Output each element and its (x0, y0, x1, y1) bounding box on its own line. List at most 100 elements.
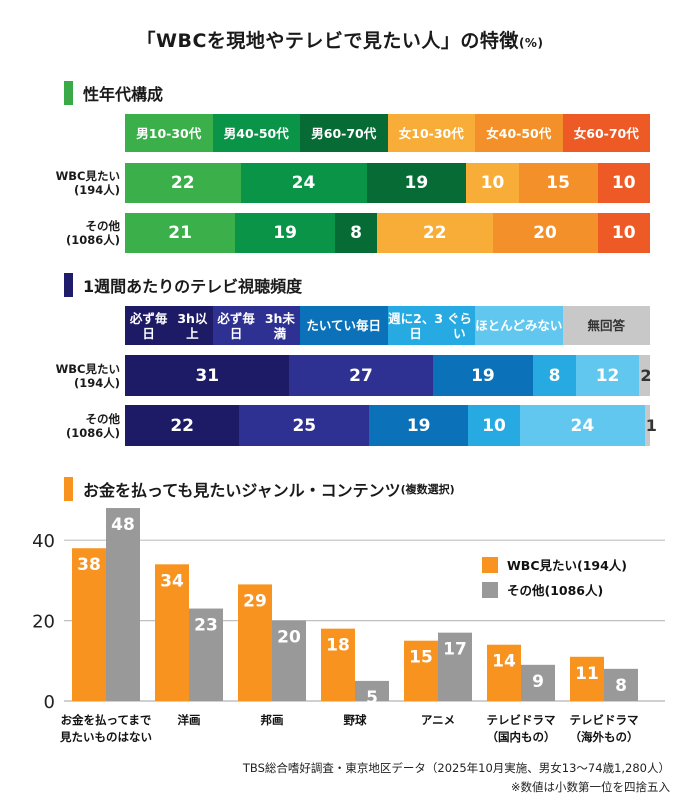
footer-note: ※数値は小数第一位を四捨五入 (510, 780, 670, 794)
footer-source: TBS総合嗜好調査・東京地区データ（2025年10月実施、男女13〜74歳1,2… (242, 761, 670, 775)
bar-segment: 8 (335, 213, 377, 253)
bar-segment: 19 (235, 213, 335, 253)
y-tick-label: 0 (44, 692, 55, 713)
x-tick-label: テレビドラマ (570, 713, 639, 727)
title-unit: (%) (518, 36, 544, 50)
section-title: 性年代構成 (83, 85, 164, 104)
legend-label: その他(1086人) (507, 583, 603, 598)
bar-segment: 27 (289, 355, 433, 396)
legend-label: 男40-50代 (223, 125, 289, 141)
x-tick-label: （国内もの） (487, 730, 556, 744)
data-label: 25 (292, 415, 317, 436)
bar-segment: 19 (369, 405, 469, 446)
data-label: 22 (422, 223, 447, 243)
legend-label: ぐらい (446, 310, 472, 341)
bar (438, 632, 472, 701)
page-title: 「WBCを現地やテレビで見たい人」の特徴(%) (0, 26, 680, 53)
row-label: その他 (1086人) (30, 412, 120, 440)
data-label: 14 (492, 652, 516, 672)
legend-label: 無回答 (587, 318, 625, 333)
legend-label: 男10-30代 (136, 125, 202, 141)
section-title-note: (複数選択) (400, 483, 455, 496)
bar-segment: 10 (468, 405, 520, 446)
data-label: 10 (482, 415, 506, 436)
legend-item: 男10-30代 (125, 114, 213, 152)
row-label: WBC見たい (194人) (30, 362, 120, 390)
section-marker (64, 273, 73, 297)
bar-segment: 10 (466, 163, 519, 203)
data-label: 18 (326, 636, 350, 656)
bar-segment: 2 (639, 355, 652, 396)
bar-segment: 8 (533, 355, 576, 396)
bar-segment: 15 (518, 163, 598, 203)
data-label: 15 (409, 648, 433, 668)
data-label: 11 (575, 664, 599, 684)
bar-segment: 22 (377, 213, 493, 253)
demographics-legend: 男10-30代 男40-50代 男60-70代 女10-30代 女40-50代 女60-7… (125, 114, 650, 152)
x-tick-label: 見たいものはない (59, 730, 152, 744)
data-label: 2 (640, 366, 652, 385)
bar-segment: 25 (239, 405, 370, 446)
stacked-bar: 22 24 19 10 15 10 (125, 163, 650, 203)
data-label: 23 (194, 616, 218, 636)
section-title: 1週間あたりのテレビ視聴頻度 (83, 277, 303, 296)
data-label: 19 (273, 223, 297, 243)
data-label: 5 (366, 688, 378, 708)
data-label: 19 (404, 173, 429, 193)
legend-label: 3h以上 (177, 310, 208, 341)
row-label-line: (1086人) (65, 425, 120, 440)
data-label: 24 (570, 415, 595, 436)
row-label-line: WBC見たい (55, 361, 120, 376)
bar-segment: 21 (125, 213, 236, 253)
title-text: 「WBCを現地やテレビで見たい人」の特徴 (136, 30, 519, 52)
legend-label: 必ず毎日 (217, 310, 255, 341)
data-label: 31 (195, 365, 220, 386)
bar-segment: 1 (644, 405, 657, 446)
row-label: その他 (1086人) (30, 219, 120, 247)
legend-item: 男40-50代 (212, 114, 300, 152)
bar-segment: 20 (492, 213, 598, 253)
x-tick-label: アニメ (421, 713, 455, 727)
legend-label: WBC見たい(194人) (507, 558, 627, 573)
data-label: 38 (77, 555, 101, 575)
row-label-line: (194人) (73, 375, 120, 390)
row-label: WBC見たい (194人) (30, 169, 120, 197)
y-tick-label: 20 (32, 612, 55, 633)
legend-label: 男60-70代 (311, 125, 377, 141)
bar-segment: 24 (520, 405, 645, 446)
stacked-bar: 21 19 8 22 20 10 (125, 213, 650, 253)
section-marker (64, 81, 73, 105)
data-label: 19 (471, 365, 495, 386)
section-title: お金を払っても見たいジャンル・コンテンツ (83, 481, 401, 500)
legend-swatch (482, 582, 498, 598)
legend-item: たいてい毎日 (300, 306, 388, 345)
bar-segment: 10 (597, 163, 650, 203)
legend-label: 女40-50代 (486, 125, 552, 141)
section-tv-frequency-header: 1週間あたりのテレビ視聴頻度 (64, 273, 302, 297)
data-label: 48 (111, 515, 135, 535)
legend-label: 週に2、3日 (388, 310, 444, 341)
bar (189, 608, 223, 701)
legend-item: 必ず毎日 3h未満 (212, 306, 300, 345)
bar-segment: 22 (125, 405, 240, 446)
legend-item: 男60-70代 (300, 114, 388, 152)
bar (604, 668, 638, 701)
data-label: 9 (532, 672, 544, 692)
x-tick-label: 野球 (344, 713, 367, 727)
data-label: 10 (480, 173, 505, 193)
data-label: 19 (406, 415, 431, 436)
bar-segment: 19 (366, 163, 467, 203)
row-label-line: (194人) (73, 183, 120, 197)
data-label: 10 (611, 223, 636, 243)
x-tick-label: テレビドラマ (487, 713, 556, 727)
legend-item: 必ず毎日 3h以上 (125, 306, 213, 345)
row-label-line: WBC見たい (55, 169, 120, 183)
bar-segment: 19 (432, 355, 534, 396)
bar-segment: 22 (125, 163, 241, 203)
data-label: 1 (645, 416, 657, 435)
legend-label: 女10-30代 (398, 125, 464, 141)
x-tick-label: 洋画 (178, 713, 201, 727)
data-label: 20 (277, 628, 301, 648)
bar (155, 564, 189, 701)
